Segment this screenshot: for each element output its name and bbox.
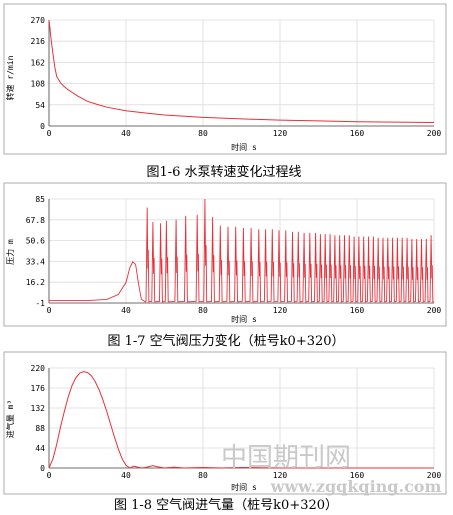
x-tick-label: 40 <box>121 471 131 480</box>
x-tick-label: 160 <box>350 129 365 138</box>
y-tick-label: 108 <box>31 80 46 89</box>
y-tick-label: 0 <box>40 122 45 131</box>
axes <box>48 199 434 304</box>
y-tick-label: 54 <box>35 101 45 110</box>
y-tick-label: 85 <box>35 195 45 204</box>
x-axis-label: 时间 s <box>231 142 257 152</box>
y-tick-label: 50.6 <box>26 237 45 246</box>
figure-caption-1-8: 图 1-8 空气阀进气量（桩号k0+320） <box>114 497 338 513</box>
x-tick-label: 0 <box>47 471 52 480</box>
y-tick-label: 88 <box>35 424 45 433</box>
x-tick-label: 160 <box>350 471 365 480</box>
y-tick-label: 176 <box>31 384 46 393</box>
x-tick-label: 200 <box>427 306 442 315</box>
x-tick-label: 0 <box>47 129 52 138</box>
x-tick-label: 120 <box>273 471 288 480</box>
series-line <box>48 371 434 469</box>
chart-pump-speed: 0 40 80 120 160 200 0 54 108 162 216 270 时间 s 转速 r/… <box>3 3 447 155</box>
x-tick-label: 80 <box>198 306 208 315</box>
x-tick-label: 40 <box>121 306 131 315</box>
y-tick-label: 44 <box>35 444 45 453</box>
watermark-url: www.zgqkqing.com <box>270 477 442 496</box>
chart-frame <box>3 3 447 155</box>
axes <box>48 20 434 127</box>
x-axis-label: 时间 s <box>231 314 257 324</box>
y-axis-label: 进气量 m³ <box>5 400 15 438</box>
y-tick-label: 33.4 <box>26 257 45 266</box>
y-tick-label: 162 <box>31 58 46 67</box>
y-tick-label: -1 <box>35 299 45 308</box>
y-axis-label: 转速 r/min <box>5 55 15 100</box>
grid <box>48 198 435 304</box>
chart-air-valve-pressure: 0 40 80 120 160 200-116.233.450.667.885 时间 s … <box>3 182 447 327</box>
y-tick-label: 220 <box>31 364 46 373</box>
tick-labels: 0 40 80 120 160 200 0 54 108 162 216 270 <box>31 16 442 138</box>
x-tick-label: 80 <box>198 129 208 138</box>
y-axis-label: 压力 m <box>5 239 15 265</box>
x-tick-label: 0 <box>47 306 52 315</box>
tick-labels: 0 40 80 120 160 200 0 44 88 132 176 220 <box>31 364 442 480</box>
y-tick-label: 0 <box>40 464 45 473</box>
y-tick-label: 132 <box>31 404 46 413</box>
x-tick-label: 120 <box>273 306 288 315</box>
series-line <box>48 19 435 123</box>
y-tick-label: 67.8 <box>26 216 45 225</box>
x-tick-label: 200 <box>427 129 442 138</box>
chart-air-valve-intake: 0 40 80 120 160 200 0 44 88 132 176 220 时间 s 进气量 m³ <box>3 351 447 495</box>
figure-caption-1-6: 图1-6 水泵转速变化过程线 <box>146 164 301 180</box>
x-tick-label: 160 <box>350 306 365 315</box>
figure-caption-1-7: 图 1-7 空气阀压力变化（桩号k0+320） <box>107 333 344 349</box>
series-line <box>49 198 434 303</box>
x-tick-label: 120 <box>273 129 288 138</box>
x-axis-label: 时间 s <box>231 482 257 492</box>
y-tick-label: 270 <box>31 16 46 25</box>
x-tick-label: 200 <box>427 471 442 480</box>
y-tick-label: 16.2 <box>26 278 45 287</box>
x-tick-label: 40 <box>121 129 131 138</box>
tick-labels: 0 40 80 120 160 200 -1 16.2 33.4 50.6 67.8 85 <box>26 195 442 315</box>
y-tick-label: 216 <box>31 37 46 46</box>
x-tick-label: 80 <box>198 471 208 480</box>
chart-frame <box>3 182 447 327</box>
watermark-cn: 中国期刊网 <box>221 443 351 473</box>
